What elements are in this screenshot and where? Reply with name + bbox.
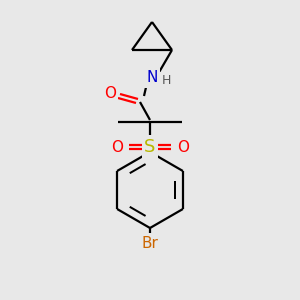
Text: Br: Br — [142, 236, 158, 250]
Text: H: H — [161, 74, 171, 86]
Text: O: O — [104, 85, 116, 100]
Text: S: S — [144, 138, 156, 156]
Text: O: O — [111, 140, 123, 154]
Text: N: N — [146, 70, 158, 86]
Text: O: O — [177, 140, 189, 154]
